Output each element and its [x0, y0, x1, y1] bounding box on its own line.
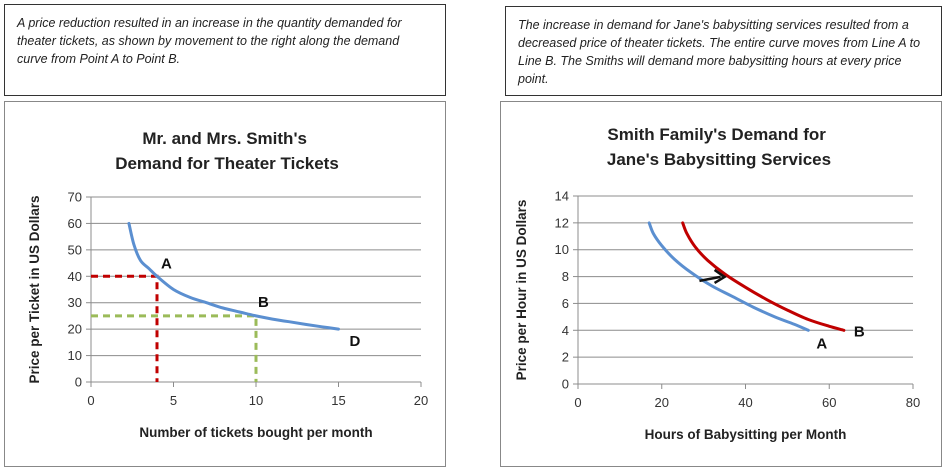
y-tick-label: 60	[68, 216, 82, 231]
note-left-text: A price reduction resulted in an increas…	[17, 16, 402, 66]
point-b-label: B	[258, 294, 269, 311]
y-tick-label: 50	[68, 242, 82, 257]
x-tick-label: 10	[249, 393, 263, 408]
chart-title-line-2: Demand for Theater Tickets	[115, 154, 339, 173]
x-tick-label: 0	[87, 393, 94, 408]
curve-b-label: B	[854, 323, 865, 340]
point-b-guide	[91, 316, 256, 382]
x-axis-title: Number of tickets bought per month	[139, 425, 372, 440]
y-tick-label: 0	[75, 375, 82, 390]
y-tick-label: 10	[68, 348, 82, 363]
x-tick-label: 5	[170, 393, 177, 408]
curve-a-label: A	[816, 335, 827, 352]
chart-title-line-1: Mr. and Mrs. Smith's	[142, 129, 307, 148]
chart-title-line-1: Smith Family's Demand for	[607, 125, 826, 144]
curve-d-label: D	[350, 333, 361, 350]
y-tick-label: 30	[68, 295, 82, 310]
y-axis-title: Price per Hour in US Dollars	[514, 200, 529, 381]
x-tick-label: 15	[331, 393, 345, 408]
y-tick-label: 20	[68, 322, 82, 337]
chart-title-line: Smith Family's Demand for Jane's Babysit…	[607, 125, 831, 169]
y-tick-label: 14	[555, 189, 569, 204]
x-tick-label: 0	[574, 395, 581, 410]
x-tick-label: 40	[738, 395, 752, 410]
y-tick-label: 2	[562, 350, 569, 365]
y-tick-label: 8	[562, 269, 569, 284]
point-a-label: A	[161, 255, 172, 272]
x-tick-label: 20	[655, 395, 669, 410]
theater-demand-chart: Mr. and Mrs. Smith's Demand for Theater …	[5, 102, 447, 468]
y-axis-title: Price per Ticket in US Dollars	[27, 195, 42, 383]
y-tick-label: 6	[562, 296, 569, 311]
babysitting-demand-chart: Smith Family's Demand for Jane's Babysit…	[501, 102, 943, 468]
note-right-text: The increase in demand for Jane's babysi…	[518, 18, 920, 86]
babysitting-demand-chart-panel: Smith Family's Demand for Jane's Babysit…	[500, 101, 942, 467]
y-tick-label: 10	[555, 242, 569, 257]
explanation-note-right: The increase in demand for Jane's babysi…	[505, 6, 942, 96]
y-tick-label: 70	[68, 190, 82, 205]
explanation-note-left: A price reduction resulted in an increas…	[4, 4, 446, 96]
chart-title-line: Mr. and Mrs. Smith's Demand for Theater …	[115, 129, 339, 173]
theater-demand-chart-panel: Mr. and Mrs. Smith's Demand for Theater …	[4, 101, 446, 467]
x-tick-label: 60	[822, 395, 836, 410]
x-tick-label: 20	[414, 393, 428, 408]
x-axis-title: Hours of Babysitting per Month	[645, 427, 847, 442]
y-tick-label: 40	[68, 269, 82, 284]
chart-title-line-2: Jane's Babysitting Services	[607, 150, 831, 169]
y-tick-label: 0	[562, 377, 569, 392]
x-tick-label: 80	[906, 395, 920, 410]
y-tick-label: 12	[555, 215, 569, 230]
y-tick-label: 4	[562, 323, 569, 338]
